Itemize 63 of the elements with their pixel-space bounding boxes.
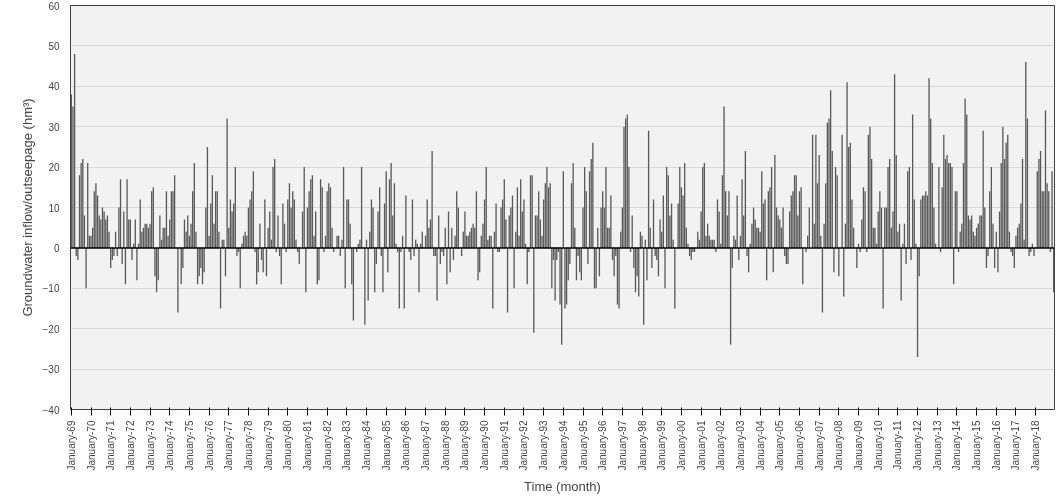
x-tick-label: January-87 — [420, 420, 432, 471]
y-tick-label: 60 — [48, 0, 60, 12]
x-tick-label: January-72 — [124, 420, 136, 471]
x-tick-label: January-73 — [144, 420, 156, 471]
x-tick-label: January-75 — [183, 420, 195, 471]
x-tick-label: January-79 — [262, 420, 274, 471]
x-tick-label: January-88 — [439, 420, 451, 471]
x-tick-label: January-70 — [85, 420, 97, 471]
x-tick-label: January-85 — [380, 420, 392, 471]
x-tick-label: January-16 — [990, 420, 1002, 471]
x-tick-label: January-99 — [656, 420, 668, 471]
x-tick-label: January-69 — [65, 420, 77, 471]
x-tick-label: January-91 — [498, 420, 510, 471]
x-tick-label: January-80 — [282, 420, 294, 471]
x-tick-label: January-09 — [853, 420, 865, 471]
y-tick-label: 50 — [48, 40, 60, 52]
x-tick-label: January-96 — [597, 420, 609, 471]
y-tick-label: 10 — [48, 202, 60, 214]
x-tick-label: January-07 — [813, 420, 825, 471]
x-tick-label: January-03 — [734, 420, 746, 471]
y-tick-label: 20 — [48, 162, 60, 174]
x-tick-label: January-14 — [951, 420, 963, 471]
x-tick-label: January-04 — [754, 420, 766, 471]
x-tick-label: January-12 — [912, 420, 924, 471]
y-tick-label: 0 — [53, 242, 60, 254]
x-tick-label: January-13 — [931, 420, 943, 471]
x-tick-label: January-89 — [459, 420, 471, 471]
x-tick-label: January-98 — [636, 420, 648, 471]
y-tick-label: −30 — [42, 364, 60, 376]
x-tick-label: January-06 — [793, 420, 805, 471]
x-tick-label: January-76 — [203, 420, 215, 471]
x-tick-label: January-78 — [242, 420, 254, 471]
x-tick-label: January-84 — [361, 420, 373, 471]
x-tick-label: January-97 — [616, 420, 628, 471]
x-tick-label: January-17 — [1010, 420, 1022, 471]
x-tick-label: January-05 — [774, 420, 786, 471]
x-tick-label: January-11 — [892, 420, 904, 470]
x-tick-label: January-18 — [1030, 420, 1042, 471]
x-tick-label: January-02 — [715, 420, 727, 471]
y-tick-label: 40 — [48, 81, 60, 93]
x-tick-label: January-82 — [321, 420, 333, 471]
x-axis-title: Time (month) — [524, 478, 601, 494]
x-tick-label: January-08 — [833, 420, 845, 471]
y-tick-label: −10 — [42, 283, 60, 295]
x-tick-label: January-92 — [518, 420, 530, 471]
y-tick-label: −20 — [42, 323, 60, 335]
y-tick-label: 30 — [48, 121, 60, 133]
x-tick-label: January-15 — [971, 420, 983, 471]
x-tick-label: January-90 — [479, 420, 491, 471]
x-tick-label: January-95 — [577, 420, 589, 471]
x-tick-label: January-74 — [164, 420, 176, 471]
x-tick-label: January-86 — [400, 420, 412, 471]
x-tick-label: January-77 — [223, 420, 235, 471]
y-axis-title: Groundwater inflow/outseepage (hm³) — [19, 98, 35, 317]
x-tick-label: January-94 — [557, 420, 569, 471]
x-tick-label: January-10 — [872, 420, 884, 471]
x-tick-label: January-01 — [695, 420, 707, 471]
x-tick-label: January-93 — [538, 420, 550, 471]
x-tick-label: January-00 — [675, 420, 687, 471]
x-tick-label: January-81 — [301, 420, 313, 471]
x-tick-label: January-71 — [105, 420, 117, 471]
y-tick-label: −40 — [42, 404, 60, 416]
x-tick-label: January-83 — [341, 420, 353, 471]
